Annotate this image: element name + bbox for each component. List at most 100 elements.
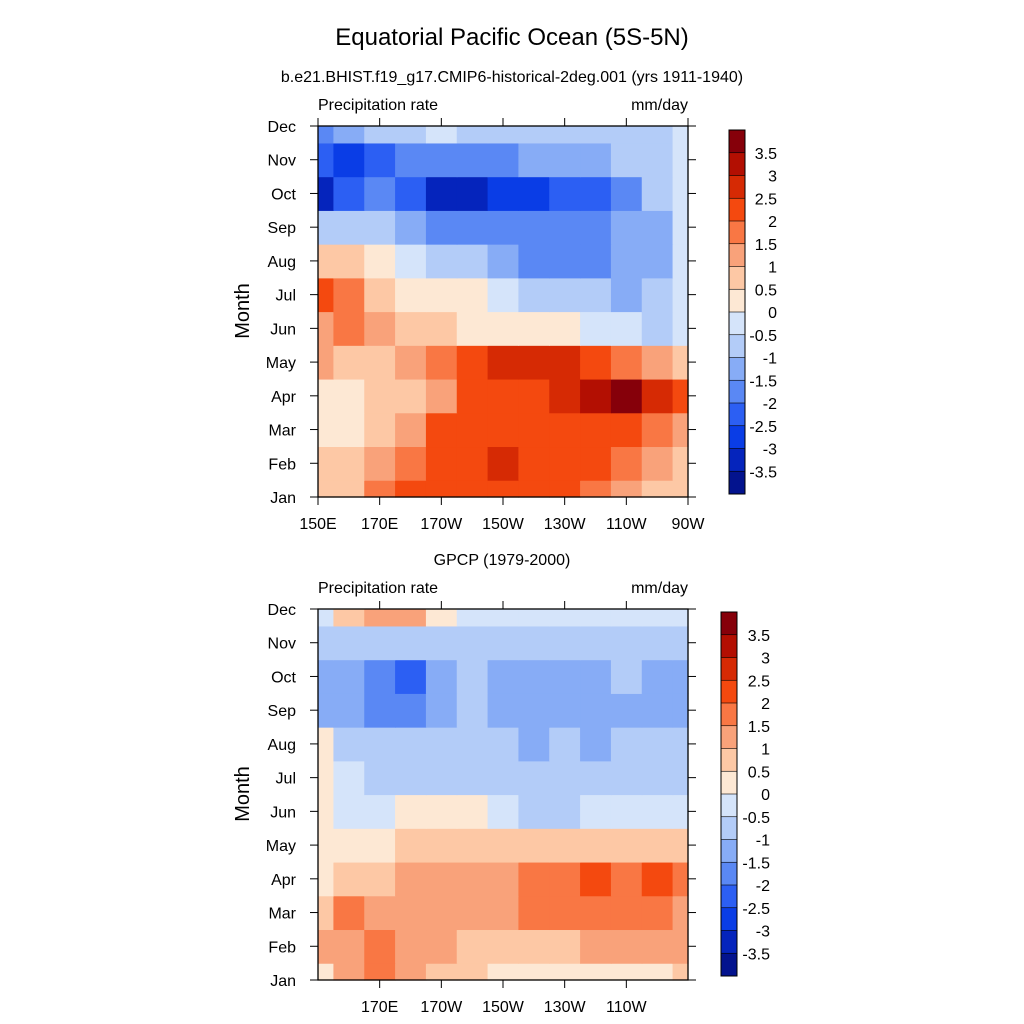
heatmap-cell bbox=[641, 244, 674, 279]
panel-1-subtitle: b.e21.BHIST.f19_g17.CMIP6-historical-2de… bbox=[281, 69, 743, 86]
colorbar-swatch bbox=[729, 289, 745, 313]
heatmap-cell bbox=[518, 727, 550, 762]
heatmap-cell bbox=[672, 378, 689, 414]
x-tick-label: 110W bbox=[606, 999, 648, 1016]
heatmap-cell bbox=[395, 760, 427, 796]
heatmap-cell bbox=[672, 794, 689, 829]
heatmap-cell bbox=[610, 412, 643, 448]
heatmap-cell bbox=[456, 311, 489, 346]
heatmap-cell bbox=[580, 480, 612, 498]
heatmap-cell bbox=[318, 929, 335, 964]
heatmap-cell bbox=[610, 828, 643, 863]
heatmap-cell bbox=[672, 727, 689, 762]
heatmap-cell bbox=[318, 794, 335, 829]
heatmap-cell bbox=[610, 244, 643, 279]
heatmap-cell bbox=[549, 760, 581, 796]
heatmap-cell bbox=[487, 828, 520, 863]
y-tick-label: Sep bbox=[268, 703, 297, 720]
x-tick-label: 110W bbox=[606, 516, 648, 533]
heatmap-cell bbox=[318, 727, 335, 762]
colorbar-label: -2.5 bbox=[749, 419, 777, 436]
heatmap-cell bbox=[518, 277, 550, 313]
heatmap-cell bbox=[395, 693, 427, 728]
y-tick-label: Nov bbox=[268, 153, 296, 170]
heatmap-cell bbox=[641, 345, 674, 380]
heatmap-cell bbox=[425, 277, 458, 313]
heatmap-cell bbox=[580, 142, 612, 178]
heatmap-cell bbox=[364, 609, 396, 627]
panel-1-variable-label: Precipitation rate bbox=[318, 97, 438, 114]
heatmap-cell bbox=[318, 861, 335, 897]
heatmap-cell bbox=[580, 176, 612, 211]
heatmap-cell bbox=[549, 727, 581, 762]
heatmap-cell bbox=[672, 412, 689, 448]
heatmap-cell bbox=[641, 142, 674, 178]
heatmap-cell bbox=[518, 929, 550, 964]
colorbar-swatch bbox=[721, 953, 737, 977]
heatmap-cell bbox=[580, 210, 612, 245]
heatmap-cell bbox=[549, 210, 581, 245]
panel-1-y-axis: Jan Feb Mar Apr May Jun Jul Aug Sep Oct Nov Dec bbox=[266, 119, 696, 507]
heatmap-cell bbox=[425, 760, 458, 796]
heatmap-cell bbox=[425, 480, 458, 498]
colorbar-swatch bbox=[721, 680, 737, 704]
heatmap-cell bbox=[672, 480, 689, 498]
heatmap-cell bbox=[672, 142, 689, 178]
heatmap-cell bbox=[364, 277, 396, 313]
heatmap-cell bbox=[364, 176, 396, 211]
heatmap-cell bbox=[364, 828, 396, 863]
panel-2-x-axis: 170E 170W 150W 130W 110W bbox=[361, 601, 648, 1016]
heatmap-cell bbox=[610, 446, 643, 481]
heatmap-cell bbox=[333, 126, 365, 144]
heatmap-cell bbox=[672, 446, 689, 481]
heatmap-cell bbox=[672, 693, 689, 728]
x-tick-label: 150E bbox=[299, 516, 336, 533]
heatmap-cell bbox=[318, 828, 335, 863]
heatmap-cell bbox=[456, 277, 489, 313]
heatmap-cell bbox=[641, 760, 674, 796]
heatmap-cell bbox=[318, 412, 335, 448]
heatmap-cell bbox=[395, 929, 427, 964]
heatmap-cell bbox=[641, 693, 674, 728]
colorbar-label: -3 bbox=[763, 442, 777, 459]
colorbar-swatch bbox=[729, 266, 745, 290]
heatmap-cell bbox=[641, 659, 674, 694]
heatmap-cell bbox=[549, 794, 581, 829]
heatmap-cell bbox=[487, 142, 520, 178]
heatmap-cell bbox=[610, 345, 643, 380]
heatmap-cell bbox=[395, 659, 427, 694]
heatmap-cell bbox=[641, 828, 674, 863]
heatmap-cell bbox=[395, 727, 427, 762]
heatmap-cell bbox=[456, 929, 489, 964]
colorbar-swatch bbox=[729, 380, 745, 404]
heatmap-cell bbox=[318, 210, 335, 245]
heatmap-cell bbox=[333, 929, 365, 964]
heatmap-cell bbox=[395, 311, 427, 346]
heatmap-cell bbox=[580, 727, 612, 762]
colorbar-label: -2.5 bbox=[742, 901, 770, 918]
heatmap-cell bbox=[425, 446, 458, 481]
heatmap-cell bbox=[610, 727, 643, 762]
heatmap-cell bbox=[318, 760, 335, 796]
heatmap-cell bbox=[672, 176, 689, 211]
heatmap-cell bbox=[395, 480, 427, 498]
colorbar-label: 2 bbox=[768, 214, 777, 231]
heatmap-cell bbox=[364, 244, 396, 279]
heatmap-cell bbox=[580, 929, 612, 964]
panel-1-x-axis: 150E 170E 170W 150W 130W 110W 90W bbox=[299, 118, 705, 533]
heatmap-cell bbox=[487, 963, 520, 981]
heatmap-cell bbox=[333, 277, 365, 313]
heatmap-cell bbox=[425, 244, 458, 279]
heatmap-cell bbox=[580, 963, 612, 981]
heatmap-cell bbox=[549, 929, 581, 964]
heatmap-cell bbox=[318, 126, 335, 144]
heatmap-cell bbox=[425, 929, 458, 964]
panel-2-heatmap bbox=[318, 609, 689, 981]
heatmap-cell bbox=[364, 963, 396, 981]
heatmap-cell bbox=[672, 625, 689, 661]
colorbar-swatch bbox=[729, 403, 745, 427]
heatmap-cell bbox=[580, 446, 612, 481]
heatmap-cell bbox=[580, 378, 612, 414]
x-tick-label: 130W bbox=[544, 999, 587, 1016]
heatmap-cell bbox=[333, 142, 365, 178]
